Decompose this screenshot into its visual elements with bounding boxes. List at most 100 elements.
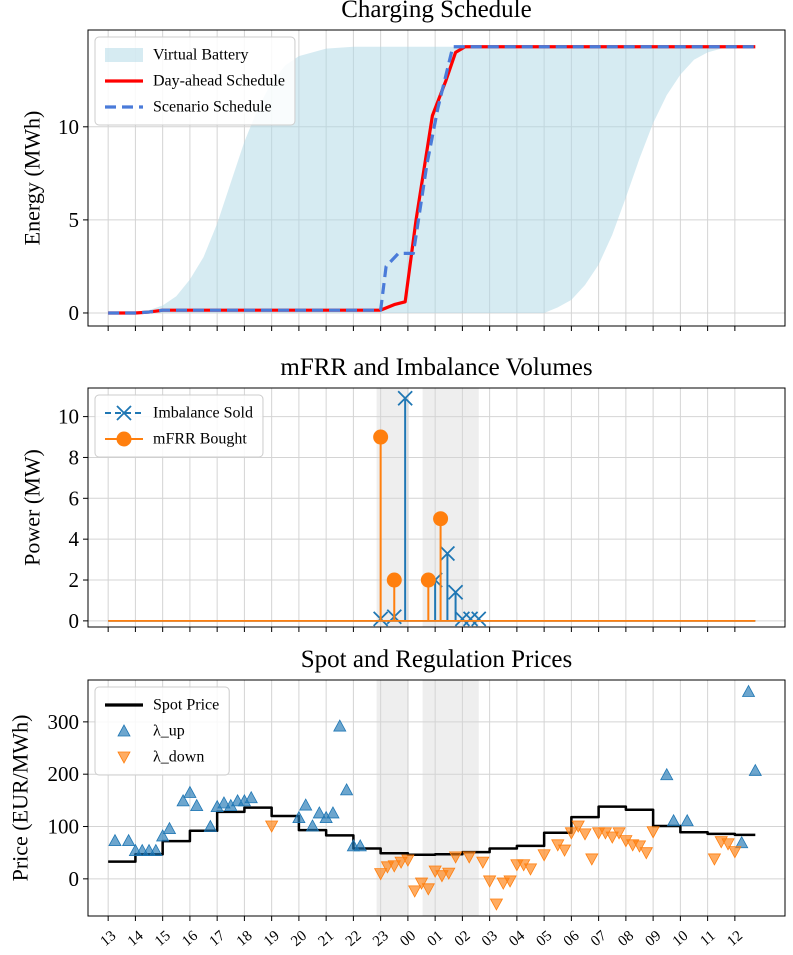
scatter-point	[680, 813, 694, 827]
scatter-point	[305, 819, 320, 832]
y-axis-label: Price (EUR/MWh)	[8, 715, 33, 882]
scatter-point	[217, 796, 231, 809]
y-tick-label: 0	[69, 609, 80, 633]
y-tick-label: 0	[69, 867, 80, 891]
scatter-point	[557, 844, 572, 857]
scatter-point	[503, 875, 517, 888]
stem-marker	[433, 511, 449, 527]
scatter-point	[571, 820, 585, 833]
shaded-span	[376, 680, 409, 916]
y-tick-label: 10	[58, 405, 79, 429]
legend: Spot Price λ_up λ_down	[94, 686, 230, 776]
y-tick-label: 8	[69, 445, 80, 469]
scatter-point	[564, 827, 579, 840]
scatter-point	[190, 798, 204, 811]
chart-title: Spot and Regulation Prices	[301, 646, 573, 673]
legend-label: Virtual Battery	[153, 47, 248, 64]
legend-swatch	[105, 48, 143, 62]
scatter-point	[333, 719, 347, 732]
scatter-point	[585, 853, 599, 866]
y-tick-label: 0	[69, 301, 80, 325]
stem-marker	[386, 572, 402, 588]
y-axis-label: Energy (MWh)	[20, 111, 45, 246]
plot-area	[88, 388, 785, 627]
scatter-point	[666, 813, 681, 827]
legend-box	[94, 36, 296, 126]
stem-marker	[471, 611, 487, 627]
line	[108, 45, 756, 315]
legend-label: Day-ahead Schedule	[153, 73, 285, 90]
scatter-point	[728, 846, 742, 859]
scatter-point	[612, 827, 626, 840]
y-tick-label: 100	[48, 815, 80, 839]
legend-marker	[116, 431, 132, 447]
scatter-point	[489, 898, 504, 911]
scatter-point	[326, 806, 340, 819]
y-tick-label: 5	[69, 208, 80, 232]
step-line	[108, 805, 756, 863]
scatter-point	[482, 875, 497, 888]
scatter-point	[339, 783, 354, 796]
scatter-point	[435, 870, 449, 883]
scatter-point	[476, 856, 490, 869]
stem-marker	[439, 545, 456, 562]
legend-label: mFRR Bought	[153, 431, 247, 448]
stem-marker	[420, 572, 436, 588]
legend-marker	[117, 751, 131, 764]
scatter-point	[121, 833, 136, 847]
axes-frame	[87, 29, 786, 327]
axes-frame	[87, 679, 786, 917]
scatter-point	[605, 831, 619, 844]
scatter-point	[707, 853, 722, 866]
scatter-point	[537, 849, 551, 862]
legend-label: λ_up	[153, 723, 185, 740]
y-tick-label: 4	[69, 527, 80, 551]
scatter-point	[264, 820, 279, 833]
legend-label: Imbalance Sold	[153, 405, 253, 422]
scatter-point	[408, 885, 422, 898]
scatter-point	[183, 785, 197, 798]
scatter-point	[442, 867, 456, 880]
axes-frame	[87, 387, 786, 628]
scatter-point	[299, 798, 313, 811]
legend-box	[94, 394, 264, 458]
legend: Virtual Battery Day-ahead Schedule Scenari…	[94, 36, 296, 126]
scatter-point	[523, 863, 538, 876]
scatter-point	[462, 851, 476, 864]
scatter-point	[353, 839, 367, 852]
scatter-point	[448, 851, 463, 864]
y-tick-label: 6	[69, 486, 80, 510]
panel: 0 2 4 6 8 10 mFRR and Imbalance Volumes Power (…	[20, 354, 786, 633]
scatter-point	[660, 767, 674, 781]
y-axis-label: Power (MW)	[20, 449, 45, 566]
legend-label: Scenario Schedule	[153, 99, 272, 116]
scatter-point	[149, 843, 163, 856]
panel: 0 5 10 Charging Schedule Energy (MWh) Virtual…	[20, 0, 786, 331]
chart-title: mFRR and Imbalance Volumes	[280, 354, 592, 381]
scatter-point	[244, 790, 258, 804]
legend: Imbalance Sold mFRR Bought	[94, 394, 264, 458]
scatter-point	[176, 794, 190, 807]
chart-title: Charging Schedule	[341, 0, 531, 23]
scatter-point	[735, 835, 749, 849]
scatter-point	[292, 810, 306, 824]
scatter-point	[421, 883, 435, 896]
scatter-point	[312, 806, 327, 819]
y-tick-label: 2	[69, 568, 80, 592]
legend-marker	[116, 405, 132, 421]
legend-label: Spot Price	[153, 697, 219, 714]
shaded-span	[422, 388, 479, 627]
stem-marker	[447, 584, 464, 600]
scatter-point	[387, 860, 401, 873]
scatter-point	[373, 868, 388, 881]
scatter-point	[155, 829, 170, 842]
legend-label: λ_down	[153, 749, 204, 766]
scatter-point	[639, 847, 653, 860]
scatter-point	[203, 819, 218, 832]
scatter-point	[401, 854, 415, 867]
scatter-point	[632, 840, 647, 853]
y-tick-label: 10	[58, 115, 79, 139]
scatter-point	[646, 826, 660, 839]
stem-marker	[397, 390, 413, 406]
